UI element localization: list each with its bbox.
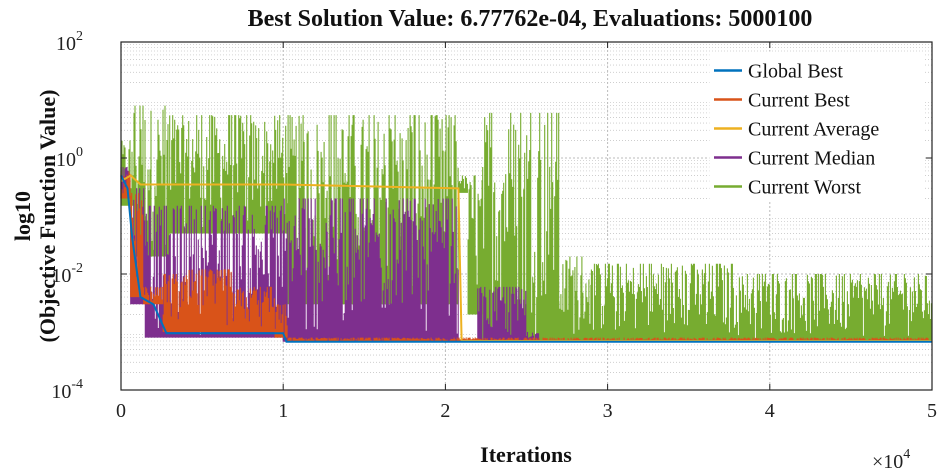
y-tick-label: 10-2 (51, 261, 83, 287)
y-tick-label: 100 (56, 145, 83, 171)
legend-label: Current Median (748, 148, 875, 170)
y-tick-label: 102 (56, 29, 83, 55)
x-tick-label: 4 (765, 400, 775, 422)
x-tick-label: 1 (278, 400, 288, 422)
y-tick-label: 10-4 (51, 377, 83, 403)
x-axis-multiplier: ×104 (872, 447, 910, 473)
plot-area (120, 105, 932, 343)
x-axis-label: Iterations (480, 442, 572, 467)
x-tick-label: 5 (927, 400, 937, 422)
x-tick-label: 3 (603, 400, 613, 422)
y-axis-label-line1: log10 (10, 191, 35, 241)
chart-title: Best Solution Value: 6.77762e-04, Evalua… (248, 6, 813, 32)
legend-label: Current Worst (748, 177, 861, 199)
x-tick-label: 0 (116, 400, 126, 422)
legend-label: Current Average (748, 119, 879, 141)
y-axis-label-line2: (Objective Function Value) (35, 90, 60, 343)
series-global-best (120, 175, 932, 343)
legend-label: Current Best (748, 90, 850, 112)
legend-label: Global Best (748, 61, 843, 83)
axis-ticks: 0 1 2 3 4 5 10-4 10-2 100 102 (51, 29, 937, 422)
series-line (120, 175, 932, 343)
x-tick-label: 2 (440, 400, 450, 422)
plot-frame (120, 41, 933, 391)
legend-box (709, 51, 925, 202)
legend: Global Best Current Best Current Average Cu… (709, 51, 925, 202)
